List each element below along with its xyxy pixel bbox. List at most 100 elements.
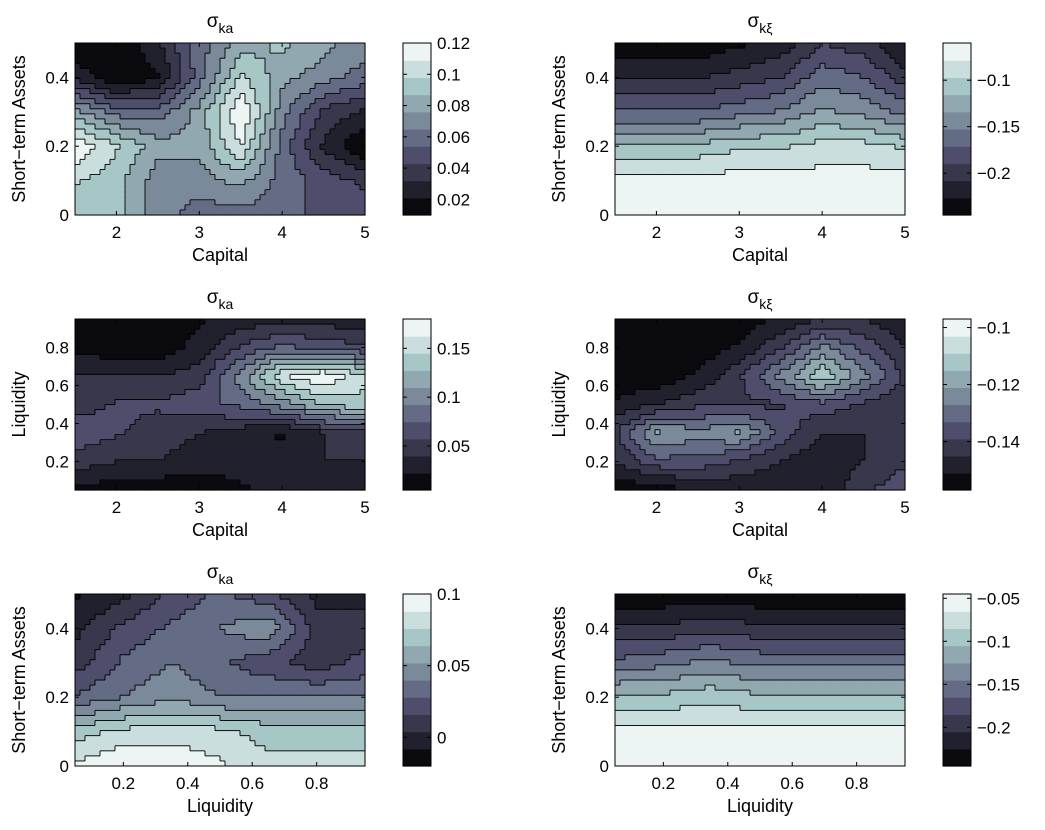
contour-cell [275,114,281,120]
contour-cell [305,195,311,201]
contour-cell [115,169,121,175]
contour-cell [825,89,831,95]
contour-cell [700,144,706,150]
contour-cell [855,190,861,196]
contour-cell [325,159,331,165]
contour-cell [185,185,191,191]
contour-cell [765,43,771,49]
contour-cell [750,195,756,201]
contour-cell [840,185,846,191]
contour-cell [100,63,106,69]
contour-cell [645,159,651,165]
contour-cell [810,78,816,84]
contour-cell [225,124,231,130]
contour-cell [775,43,781,49]
contour-cell [185,180,191,186]
contour-cell [625,124,631,130]
contour-cell [820,144,826,150]
contour-cell [775,200,781,206]
contour-cell [745,159,751,165]
contour-cell [180,53,186,59]
contour-cell [230,89,236,95]
contour-cell [730,149,736,155]
contour-cell [640,144,646,150]
contour-cell [735,104,741,110]
contour-cell [630,200,636,206]
contour-cell [680,124,686,130]
contour-cell [300,154,306,160]
contour-cell [860,63,866,69]
contour-cell [650,109,656,115]
contour-cell [245,190,251,196]
contour-cell [290,58,296,64]
contour-cell [730,129,736,135]
contour-cell [75,149,81,155]
contour-cell [280,78,286,84]
contour-cell [130,119,136,125]
contour-cell [615,200,621,206]
contour-cell [340,48,346,54]
contour-cell [870,134,876,140]
contour-cell [710,205,716,211]
contour-cell [75,129,81,135]
contour-cell [150,89,156,95]
contour-cell [725,154,731,160]
contour-cell [140,63,146,69]
contour-cell [155,159,161,165]
contour-cell [155,149,161,155]
contour-cell [225,104,231,110]
contour-cell [690,94,696,100]
contour-cell [840,94,846,100]
contour-cell [735,48,741,54]
contour-cell [725,73,731,79]
contour-cell [620,48,626,54]
contour-cell [315,129,321,135]
contour-cell [165,205,171,211]
contour-cell [675,149,681,155]
contour-cell [855,164,861,170]
contour-cell [715,73,721,79]
contour-cell [785,149,791,155]
contour-cell [235,99,241,105]
contour-cell [320,58,326,64]
contour-cell [705,83,711,89]
contour-cell [95,129,101,135]
contour-cell [705,144,711,150]
contour-cell [135,154,141,160]
contour-cell [880,180,886,186]
contour-cell [775,180,781,186]
contour-cell [620,205,626,211]
contour-cell [745,58,751,64]
contour-cell [725,89,731,95]
contour-cell [800,83,806,89]
contour-cell [760,99,766,105]
contour-cell [75,43,81,49]
contour-cell [260,99,266,105]
contour-cell [710,139,716,145]
contour-cell [650,58,656,64]
contour-cell [760,190,766,196]
contour-cell [75,68,81,74]
contour-cell [85,53,91,59]
contour-cell [770,83,776,89]
contour-cell [810,175,816,181]
contour-cell [845,154,851,160]
contour-cell [180,164,186,170]
contour-cell [670,68,676,74]
contour-cell [345,48,351,54]
contour-cell [730,58,736,64]
contour-cell [800,58,806,64]
contour-cell [110,68,116,74]
contour-cell [305,159,311,165]
contour-cell [670,195,676,201]
contour-cell [800,129,806,135]
contour-cell [260,205,266,211]
contour-cell [325,175,331,181]
contour-cell [850,114,856,120]
contour-cell [835,73,841,79]
contour-cell [840,200,846,206]
contour-cell [310,144,316,150]
contour-cell [105,169,111,175]
contour-cell [340,205,346,211]
contour-cell [80,144,86,150]
